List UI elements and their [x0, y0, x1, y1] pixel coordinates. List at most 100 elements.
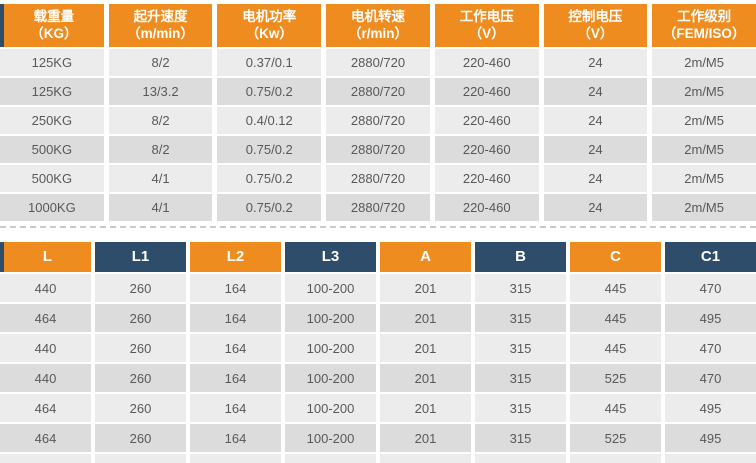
- table-cell: 2m/M5: [652, 107, 756, 134]
- table-cell: 8/2: [108, 136, 213, 163]
- column-header-unit: （m/min）: [127, 25, 194, 41]
- table-cell: 464: [0, 424, 91, 452]
- table-cell: 315: [475, 424, 566, 452]
- table-cell: 201: [380, 304, 471, 332]
- column-header-unit: （r/min）: [347, 25, 408, 41]
- table-cell: 0.75/0.2: [217, 136, 322, 163]
- table-cell: 525: [570, 364, 661, 392]
- column-header-3: 电机转速 （r/min）: [326, 4, 430, 47]
- table-cell: 4/1: [108, 165, 213, 192]
- table-cell: 24: [543, 107, 648, 134]
- table-cell: 24: [543, 49, 648, 76]
- column-header-0: 载重量 （KG）: [0, 4, 104, 47]
- table-cell: 4/1: [108, 194, 213, 221]
- column-header-l3: L3: [285, 242, 376, 272]
- column-header-c1: C1: [665, 242, 756, 272]
- table-cell: 260: [95, 394, 186, 422]
- specifications-body: 125KG 8/2 0.37/0.1 2880/720 220-460 24 2m/M5 12…: [0, 49, 756, 221]
- table-cell: 315: [475, 274, 566, 302]
- table-cell: 125KG: [0, 78, 104, 105]
- table-cell: 201: [380, 274, 471, 302]
- table-cell: 220-460: [434, 49, 539, 76]
- table-cell: 440: [0, 334, 91, 362]
- column-header-l2: L2: [190, 242, 281, 272]
- table-cell: 0.37/0.1: [217, 49, 322, 76]
- table-cell: 470: [665, 274, 756, 302]
- table-cell: 0.75/0.2: [217, 194, 322, 221]
- column-header-l1: L1: [95, 242, 186, 272]
- table-cell: 2m/M5: [652, 194, 756, 221]
- table-cell: 24: [543, 165, 648, 192]
- table-cell: 2m/M5: [652, 165, 756, 192]
- table-cell: 220-460: [434, 165, 539, 192]
- table-cell: 24: [543, 194, 648, 221]
- clipped-row-cell: [380, 454, 471, 463]
- dimensions-table: L L1 L2 L3 A B C C1 440 260 164 100-200 201 315 445 47…: [0, 242, 756, 463]
- column-header-label: 工作电压: [459, 8, 514, 24]
- column-header-1: 起升速度 （m/min）: [108, 4, 213, 47]
- table-cell: 201: [380, 364, 471, 392]
- table-cell: 260: [95, 304, 186, 332]
- clipped-row-cell: [665, 454, 756, 463]
- clipped-row-cell: [190, 454, 281, 463]
- table-cell: 1000KG: [0, 194, 104, 221]
- table-cell: 100-200: [285, 304, 376, 332]
- table-cell: 260: [95, 274, 186, 302]
- table-cell: 13/3.2: [108, 78, 213, 105]
- table-cell: 315: [475, 334, 566, 362]
- table-cell: 201: [380, 334, 471, 362]
- table-cell: 100-200: [285, 334, 376, 362]
- table-cell: 464: [0, 394, 91, 422]
- table-cell: 260: [95, 364, 186, 392]
- table-cell: 2880/720: [326, 165, 430, 192]
- table-cell: 164: [190, 274, 281, 302]
- table-cell: 0.4/0.12: [217, 107, 322, 134]
- table-cell: 315: [475, 394, 566, 422]
- table-cell: 164: [190, 304, 281, 332]
- table-cell: 440: [0, 274, 91, 302]
- table-cell: 100-200: [285, 424, 376, 452]
- table-cell: 495: [665, 304, 756, 332]
- specifications-header-row: 载重量 （KG） 起升速度 （m/min） 电机功率 （Kw） 电机转速 （r/min） 工作电…: [0, 4, 756, 47]
- table-cell: 164: [190, 424, 281, 452]
- clipped-row-cell: [95, 454, 186, 463]
- table-cell: 220-460: [434, 78, 539, 105]
- clipped-row: [0, 454, 756, 463]
- table-cell: 2880/720: [326, 49, 430, 76]
- specifications-table: 载重量 （KG） 起升速度 （m/min） 电机功率 （Kw） 电机转速 （r/min） 工作电…: [0, 4, 756, 221]
- table-cell: 2m/M5: [652, 136, 756, 163]
- table-cell: 445: [570, 304, 661, 332]
- table-cell: 2m/M5: [652, 78, 756, 105]
- column-header-unit: （V）: [577, 25, 614, 41]
- table-cell: 445: [570, 274, 661, 302]
- table-cell: 464: [0, 304, 91, 332]
- table-cell: 164: [190, 394, 281, 422]
- table-cell: 24: [543, 78, 648, 105]
- column-header-label: 工作级别: [677, 8, 732, 24]
- clipped-row-cell: [0, 454, 91, 463]
- column-header-label: 电机功率: [242, 8, 297, 24]
- table-cell: 220-460: [434, 107, 539, 134]
- table-cell: 201: [380, 424, 471, 452]
- table-cell: 250KG: [0, 107, 104, 134]
- table-cell: 100-200: [285, 364, 376, 392]
- table-cell: 125KG: [0, 49, 104, 76]
- table-cell: 445: [570, 334, 661, 362]
- table-cell: 0.75/0.2: [217, 78, 322, 105]
- table-cell: 201: [380, 394, 471, 422]
- column-header-label: 控制电压: [568, 8, 623, 24]
- column-header-4: 工作电压 （V）: [434, 4, 539, 47]
- column-header-label: 电机转速: [350, 8, 405, 24]
- clipped-row-cell: [570, 454, 661, 463]
- column-header-6: 工作级别 （FEM/ISO）: [652, 4, 756, 47]
- table-cell: 0.75/0.2: [217, 165, 322, 192]
- table-cell: 164: [190, 334, 281, 362]
- column-header-unit: （Kw）: [245, 25, 293, 41]
- table-cell: 100-200: [285, 274, 376, 302]
- table-cell: 2m/M5: [652, 49, 756, 76]
- column-header-b: B: [475, 242, 566, 272]
- table-cell: 2880/720: [326, 194, 430, 221]
- column-header-a: A: [380, 242, 471, 272]
- clipped-row-cell: [475, 454, 566, 463]
